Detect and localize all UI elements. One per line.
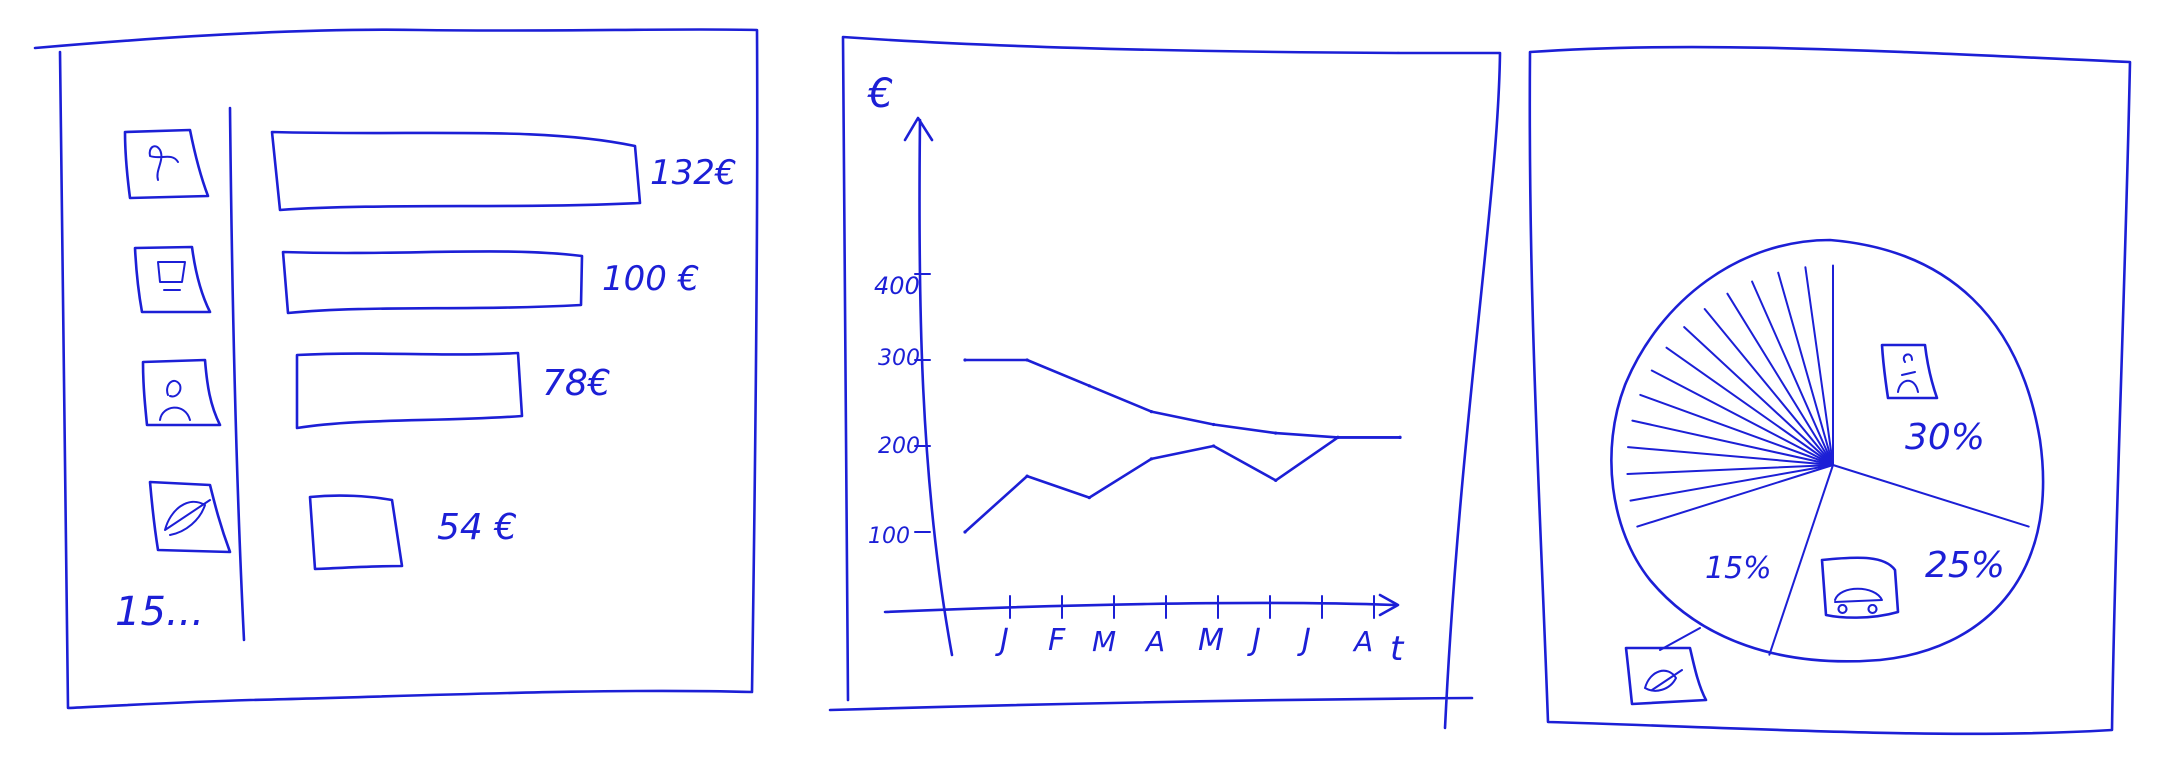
- line-series-1: [963, 358, 1402, 439]
- pie-label-leaf: 15%: [1705, 551, 1772, 586]
- leaf-leader-line: [1659, 627, 1701, 651]
- x-tick-label: M: [1092, 625, 1117, 658]
- bar-row: [148, 480, 404, 571]
- pie-slice-divider: [1832, 464, 2030, 528]
- pie-label-car: 25%: [1925, 545, 2006, 586]
- line-point: [1025, 474, 1029, 478]
- person-icon: [1880, 343, 1939, 400]
- bar-row: [133, 245, 584, 315]
- pie-slice-divider: [1626, 464, 1834, 475]
- x-tick-label: F: [1048, 623, 1066, 658]
- bar-4: [308, 494, 404, 571]
- pie-slice-divider: [1650, 369, 1834, 466]
- bar-1-value-label: 132€: [650, 153, 737, 193]
- car-icon: [1820, 556, 1900, 619]
- line-series: [963, 358, 1402, 534]
- pie-slice-divider: [1703, 308, 1834, 466]
- panel-line-frame: [828, 35, 1502, 730]
- bar-2: [281, 250, 584, 315]
- bar-3: [295, 351, 524, 430]
- pie-outline: [1610, 238, 2045, 663]
- panel-pie: [1528, 45, 2132, 736]
- leaf-icon: [148, 480, 232, 554]
- y-tick-label: 100: [868, 524, 910, 549]
- x-axis: [883, 601, 1397, 614]
- leaf-icon: [1624, 646, 1708, 706]
- line-point: [1149, 410, 1153, 414]
- x-tick-label: A: [1146, 625, 1166, 658]
- panel-bars: [33, 28, 759, 710]
- bar-3-value-label: 78€: [542, 363, 611, 404]
- line-point: [1274, 431, 1278, 435]
- line-series-2: [963, 436, 1402, 534]
- line-point: [1025, 358, 1029, 362]
- pie-slice-divider: [1665, 346, 1834, 466]
- x-axis-label: t: [1390, 629, 1404, 669]
- panel-line: [828, 35, 1502, 730]
- line-point: [1274, 478, 1278, 482]
- bar-4-value-label: 54 €: [437, 507, 518, 548]
- pie-slice-divider: [1631, 419, 1834, 466]
- panel-bars-divider: [228, 106, 246, 642]
- line-point: [1212, 444, 1216, 448]
- panel-bars-frame: [33, 28, 759, 710]
- y-axis: [918, 118, 954, 657]
- pie-slices: [1626, 264, 2030, 656]
- y-tick-label: 200: [878, 434, 920, 459]
- x-tick-label: J: [1000, 623, 1009, 658]
- line-point: [1336, 435, 1340, 439]
- x-axis-arrow-icon: [1378, 593, 1400, 617]
- pie-slice-divider: [1627, 446, 1834, 466]
- x-tick-marks: [1009, 595, 1375, 619]
- line-point: [1149, 457, 1153, 461]
- line-point: [1087, 384, 1091, 388]
- pie-slice-divider: [1804, 266, 1834, 466]
- y-axis-arrow-icon: [903, 116, 934, 142]
- bar-row: [123, 128, 642, 212]
- line-point: [963, 358, 967, 362]
- pie-slice-divider: [1629, 464, 1834, 502]
- bird-icon: [123, 128, 210, 200]
- y-tick-label: 300: [878, 346, 920, 371]
- more-items-label: 15...: [115, 589, 205, 635]
- x-tick-label: J: [1252, 623, 1261, 658]
- y-tick-label: 400: [874, 272, 920, 300]
- y-tick-marks: [914, 273, 931, 533]
- pie-label-person: 30%: [1905, 417, 1986, 458]
- line-point: [963, 530, 967, 534]
- pie-slice-divider: [1768, 464, 1834, 656]
- bar-row: [141, 351, 524, 430]
- x-tick-label: M: [1198, 623, 1224, 658]
- line-point: [1087, 496, 1091, 500]
- bar-2-value-label: 100 €: [602, 259, 700, 299]
- person-icon: [141, 358, 222, 427]
- pie-slice-divider: [1777, 271, 1834, 466]
- pie-slice-divider: [1639, 393, 1834, 466]
- car-icon: [133, 245, 212, 314]
- line-point: [1212, 422, 1216, 427]
- pie-slice-divider: [1683, 326, 1834, 466]
- pie-slice-divider: [1636, 464, 1834, 528]
- x-tick-label: J: [1302, 623, 1311, 658]
- pie-slice-divider: [1751, 280, 1834, 466]
- pie-slice-divider: [1726, 292, 1834, 466]
- line-point: [1398, 435, 1402, 439]
- x-tick-label: A: [1354, 625, 1374, 658]
- y-axis-label: €: [868, 71, 894, 117]
- bar-1: [270, 130, 642, 212]
- panel-pie-frame: [1528, 45, 2132, 736]
